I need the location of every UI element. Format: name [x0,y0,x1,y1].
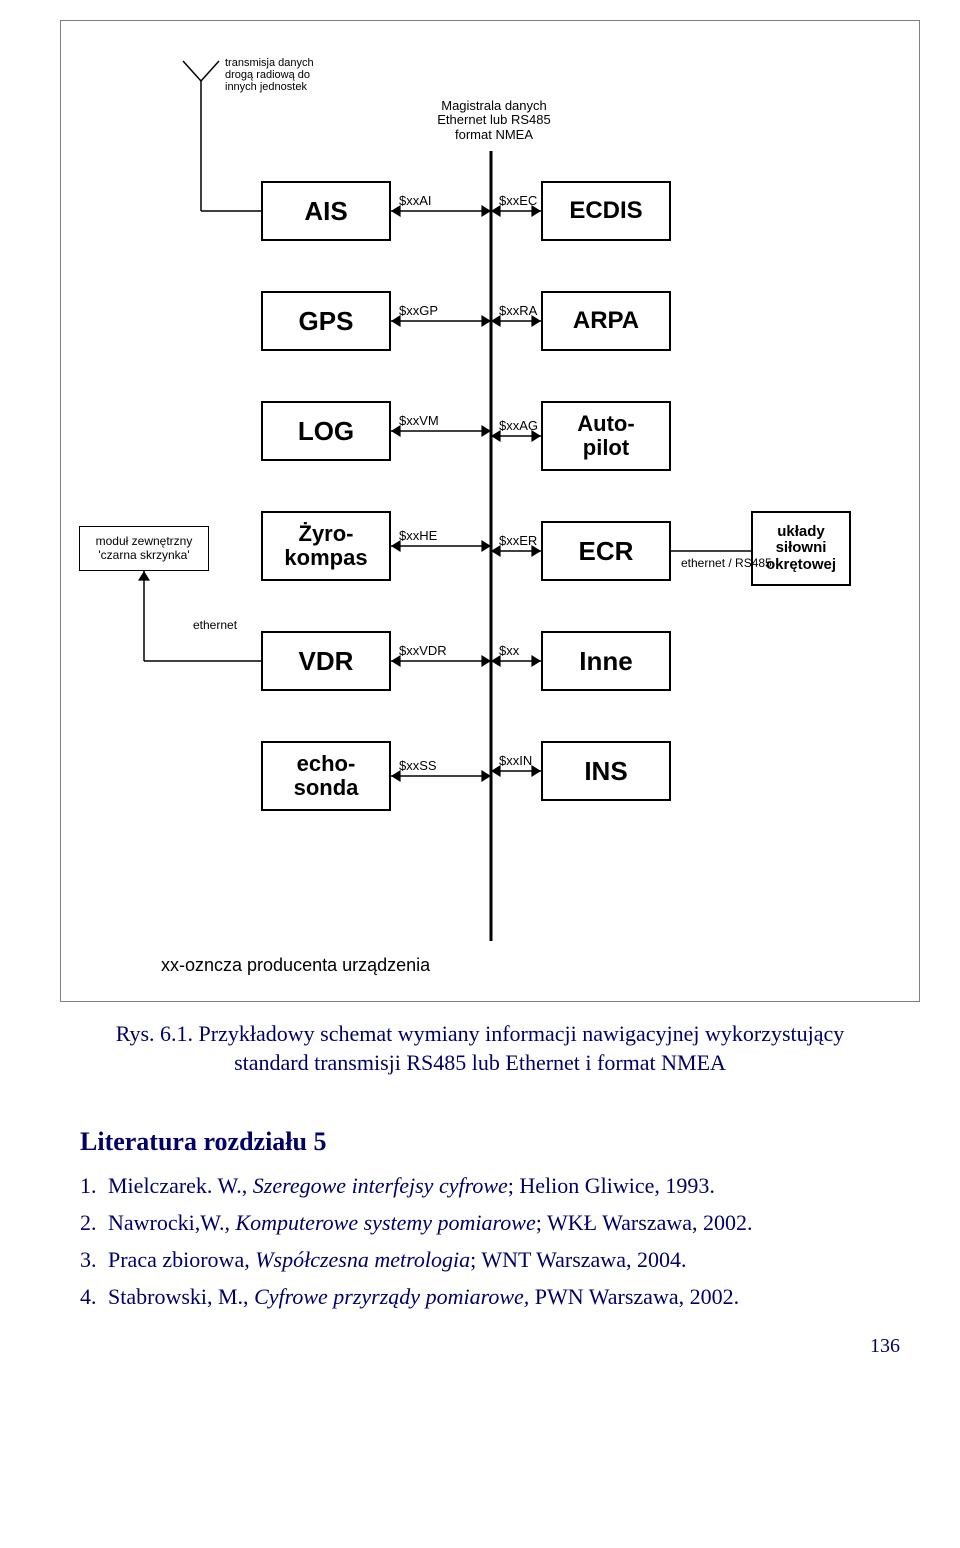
bibliography-item: 3.Praca zbiorowa, Współczesna metrologia… [80,1245,880,1276]
conn-label-zyro: $xxHE [399,528,437,543]
bibliography-item-number: 1. [80,1171,108,1202]
bibliography-item-text: Nawrocki,W., Komputerowe systemy pomiaro… [108,1208,880,1239]
bibliography-item-text: Mielczarek. W., Szeregowe interfejsy cyf… [108,1171,880,1202]
bibliography-item: 1.Mielczarek. W., Szeregowe interfejsy c… [80,1171,880,1202]
conn-label-gps: $xxGP [399,303,438,318]
literature-heading: Literatura rozdziału 5 [80,1127,960,1157]
conn-label-log: $xxVM [399,413,439,428]
node-ais: AIS [261,181,391,241]
bibliography-item: 4.Stabrowski, M., Cyfrowe przyrządy pomi… [80,1282,880,1313]
node-ins: INS [541,741,671,801]
node-zyro: Żyro-kompas [261,511,391,581]
conn-label-ins: $xxIN [499,753,532,768]
figure-caption: Rys. 6.1. Przykładowy schemat wymiany in… [80,1020,880,1077]
node-arpa: ARPA [541,291,671,351]
antenna-label: transmisja danychdrogą radiową doinnych … [225,57,355,93]
bibliography-item: 2.Nawrocki,W., Komputerowe systemy pomia… [80,1208,880,1239]
node-echo: echo-sonda [261,741,391,811]
conn-label-ecr: $xxER [499,533,537,548]
node-ecdis: ECDIS [541,181,671,241]
conn-label-ecdis: $xxEC [499,193,537,208]
node-autopilot: Auto-pilot [541,401,671,471]
conn-label-echo: $xxSS [399,758,437,773]
page: Magistrala danychEthernet lub RS485forma… [0,20,960,1358]
figure-caption-text: Przykładowy schemat wymiany informacji n… [199,1021,845,1075]
node-log: LOG [261,401,391,461]
bibliography-item-number: 4. [80,1282,108,1313]
bibliography-item-text: Stabrowski, M., Cyfrowe przyrządy pomiar… [108,1282,880,1313]
ethernet-label: ethernet [193,619,237,632]
conn-label-inne: $xx [499,643,519,658]
footer-note: xx-ozncza producenta urządzenia [161,956,430,976]
node-gps: GPS [261,291,391,351]
node-ecr: ECR [541,521,671,581]
bibliography-item-number: 3. [80,1245,108,1276]
conn-label-autopilot: $xxAG [499,418,538,433]
ethernet-rs485-label: ethernet / RS485 [681,557,772,570]
conn-label-vdr: $xxVDR [399,643,447,658]
node-blackbox: moduł zewnętrzny'czarna skrzynka' [79,526,209,571]
figure-caption-prefix: Rys. 6.1. [116,1021,193,1046]
node-inne: Inne [541,631,671,691]
bus-label: Magistrala danychEthernet lub RS485forma… [409,99,579,142]
diagram-frame: Magistrala danychEthernet lub RS485forma… [60,20,920,1002]
bibliography-item-number: 2. [80,1208,108,1239]
conn-label-arpa: $xxRA [499,303,537,318]
node-vdr: VDR [261,631,391,691]
bibliography-list: 1.Mielczarek. W., Szeregowe interfejsy c… [80,1171,880,1312]
page-number: 136 [870,1335,900,1358]
bibliography-item-text: Praca zbiorowa, Współczesna metrologia; … [108,1245,880,1276]
conn-label-ais: $xxAI [399,193,432,208]
node-silownia: układysiłowniokrętowej [751,511,851,586]
